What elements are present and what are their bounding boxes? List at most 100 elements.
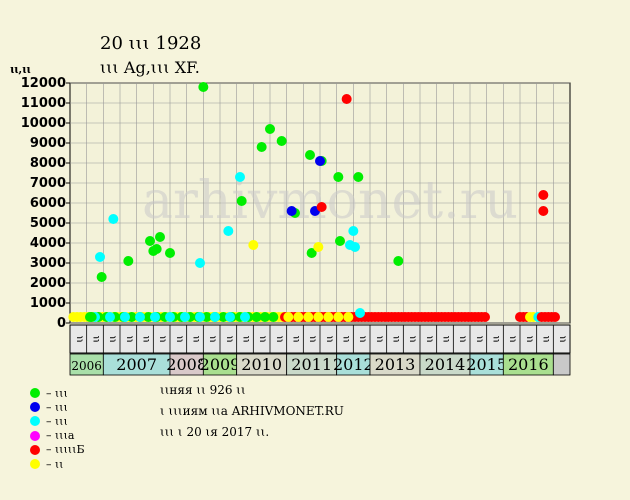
y-tick-label: 9000 bbox=[30, 136, 66, 151]
data-point-cyan bbox=[95, 252, 105, 262]
legend-label: – ꙇꙇꙇ bbox=[46, 400, 68, 414]
x-tick-label: ꙇꙇ bbox=[341, 335, 352, 342]
data-point-cyan bbox=[223, 226, 234, 236]
x-tick-label: ꙇꙇ bbox=[74, 335, 85, 342]
data-point-floor bbox=[135, 312, 145, 322]
data-point-blue bbox=[286, 206, 297, 216]
data-point-cyan bbox=[108, 214, 119, 224]
year-band-tail bbox=[552, 353, 571, 376]
legend-label: – ꙇꙇ bbox=[46, 457, 64, 471]
legend-swatch bbox=[30, 388, 40, 398]
data-point-floor bbox=[240, 312, 250, 322]
data-point-floor bbox=[480, 312, 490, 322]
year-label-2009: 2009 bbox=[200, 355, 241, 374]
year-label-2014: 2014 bbox=[425, 355, 466, 374]
data-point-floor bbox=[251, 312, 262, 322]
legend-swatch bbox=[30, 430, 40, 441]
legend-item-red: – ꙇꙇꙇꙇꙇБ bbox=[30, 443, 85, 457]
data-point-green bbox=[265, 124, 275, 134]
chart-subtitle: ꙇꙇꙇ Ag,ꙇꙇꙇ XF. bbox=[100, 58, 200, 77]
x-tick-label: ꙇꙇ bbox=[424, 335, 435, 342]
data-point-red bbox=[538, 190, 549, 200]
x-tick-label: ꙇꙇ bbox=[291, 335, 302, 342]
data-point-green bbox=[155, 232, 165, 242]
x-tick-label: ꙇꙇ bbox=[458, 335, 469, 342]
y-tick-label: 7000 bbox=[30, 176, 66, 191]
data-point-red bbox=[538, 206, 549, 216]
y-tick-label: 8000 bbox=[30, 156, 66, 171]
year-label-2013: 2013 bbox=[375, 355, 416, 374]
x-tick-label: ꙇꙇ bbox=[241, 335, 252, 342]
data-point-red bbox=[341, 94, 352, 104]
x-tick-label: ꙇꙇ bbox=[524, 335, 535, 342]
x-tick-label: ꙇꙇ bbox=[408, 335, 419, 342]
data-point-cyan bbox=[348, 226, 359, 236]
x-tick-label: ꙇꙇ bbox=[508, 335, 519, 342]
year-label-2015: 2015 bbox=[466, 355, 507, 374]
x-tick-label: ꙇꙇ bbox=[308, 335, 319, 342]
data-point-floor bbox=[210, 312, 220, 322]
data-point-floor bbox=[303, 312, 314, 322]
data-point-green bbox=[198, 82, 209, 92]
data-point-floor bbox=[260, 312, 270, 322]
chart-title: 20 ꙇꙇꙇ 1928 bbox=[100, 33, 202, 54]
y-tick-label: 12000 bbox=[21, 76, 66, 91]
data-point-floor bbox=[550, 312, 560, 322]
data-point-floor bbox=[150, 312, 160, 322]
legend-label: – ꙇꙇꙇ bbox=[46, 386, 68, 400]
data-point-green bbox=[256, 142, 267, 152]
data-point-green bbox=[333, 172, 344, 182]
y-tick-label: 5000 bbox=[30, 216, 66, 231]
x-tick-label: ꙇꙇ bbox=[174, 335, 185, 342]
x-tick-label: ꙇꙇ bbox=[91, 335, 102, 342]
watermark: arhivmonet.ru bbox=[142, 171, 518, 231]
legend-item-cyan: – ꙇꙇꙇ bbox=[30, 414, 68, 428]
x-tick-label: ꙇꙇ bbox=[391, 335, 402, 342]
year-label-2007: 2007 bbox=[116, 355, 157, 374]
data-point-floor bbox=[313, 312, 324, 322]
data-point-green bbox=[151, 244, 162, 254]
y-tick-label: 3000 bbox=[30, 256, 66, 271]
data-point-floor bbox=[225, 312, 235, 322]
legend-swatch bbox=[30, 444, 40, 455]
data-point-green bbox=[86, 312, 97, 322]
data-point-green bbox=[306, 248, 317, 258]
info-line-2: ꙇ ꙇꙇꙇиям ꙇꙇа ARHIVMONET.RU bbox=[160, 404, 344, 418]
data-point-floor bbox=[165, 312, 175, 322]
y-tick-label: 11000 bbox=[21, 96, 66, 111]
x-tick-label: ꙇꙇ bbox=[224, 335, 235, 342]
y-axis-unit: ꙇꙇ,ꙇꙇ bbox=[10, 63, 31, 76]
data-point-yellow bbox=[313, 242, 324, 252]
x-tick-label: ꙇꙇ bbox=[541, 335, 552, 342]
data-point-floor bbox=[283, 312, 294, 322]
legend-swatch bbox=[30, 416, 40, 427]
x-tick-label: ꙇꙇ bbox=[374, 335, 385, 342]
year-label-2010: 2010 bbox=[241, 355, 282, 374]
info-line-3: ꙇꙇꙇ ꙇ 20 ꙇя 2017 ꙇꙇ. bbox=[160, 425, 270, 439]
y-tick-label: 2000 bbox=[30, 276, 66, 291]
y-tick-label: 0 bbox=[57, 316, 66, 331]
x-tick-label: ꙇꙇ bbox=[191, 335, 202, 342]
legend-item-blue: – ꙇꙇꙇ bbox=[30, 400, 68, 414]
data-point-green bbox=[165, 248, 175, 258]
year-label-2012: 2012 bbox=[333, 355, 374, 374]
legend-item-magenta: – ꙇꙇꙇа bbox=[30, 429, 75, 443]
x-tick-label: ꙇꙇ bbox=[491, 335, 502, 342]
x-tick-label: ꙇꙇ bbox=[108, 335, 119, 342]
x-tick-label: ꙇꙇ bbox=[358, 335, 369, 342]
data-point-red bbox=[316, 202, 327, 212]
data-point-floor bbox=[268, 312, 279, 322]
data-point-cyan bbox=[235, 172, 245, 182]
y-tick-label: 6000 bbox=[30, 196, 66, 211]
x-tick-label: ꙇꙇ bbox=[474, 335, 485, 342]
y-tick-label: 4000 bbox=[30, 236, 66, 251]
legend-label: – ꙇꙇꙇа bbox=[46, 429, 75, 443]
data-point-blue bbox=[315, 156, 325, 166]
x-tick-label: ꙇꙇ bbox=[208, 335, 219, 342]
data-point-green bbox=[276, 136, 287, 146]
data-point-green bbox=[335, 236, 345, 246]
data-point-green bbox=[123, 256, 134, 266]
data-point-floor bbox=[323, 312, 334, 322]
data-point-green bbox=[305, 150, 315, 160]
